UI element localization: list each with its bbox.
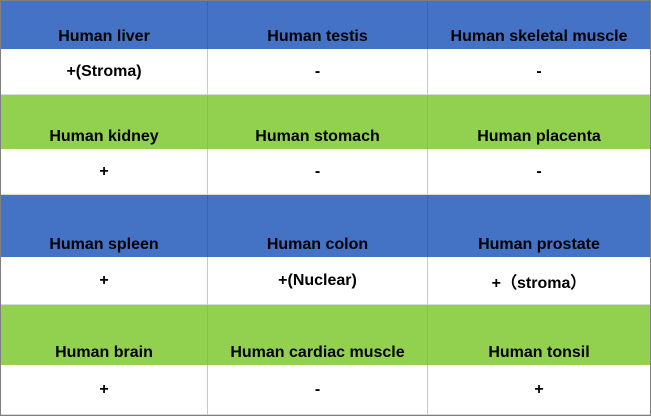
staining-value-liver: +(Stroma) [1,49,208,95]
staining-value-stomach: - [208,149,428,195]
tissue-header-testis: Human testis [208,1,428,49]
tissue-header-cardiac-muscle: Human cardiac muscle [208,305,428,365]
tissue-header-skeletal-muscle: Human skeletal muscle [428,1,650,49]
staining-value-spleen: + [1,257,208,305]
staining-value-testis: - [208,49,428,95]
tissue-header-liver: Human liver [1,1,208,49]
tissue-header-spleen: Human spleen [1,195,208,257]
staining-value-brain: + [1,365,208,415]
tissue-header-brain: Human brain [1,305,208,365]
staining-value-placenta: - [428,149,650,195]
staining-value-kidney: + [1,149,208,195]
staining-value-cardiac-muscle: - [208,365,428,415]
staining-value-colon: +(Nuclear) [208,257,428,305]
tissue-header-prostate: Human prostate [428,195,650,257]
tissue-header-stomach: Human stomach [208,95,428,149]
staining-value-tonsil: + [428,365,650,415]
tissue-header-colon: Human colon [208,195,428,257]
tissue-header-placenta: Human placenta [428,95,650,149]
staining-value-skeletal-muscle: - [428,49,650,95]
staining-value-prostate: +（stroma） [428,257,650,305]
tissue-header-kidney: Human kidney [1,95,208,149]
tissue-header-tonsil: Human tonsil [428,305,650,365]
